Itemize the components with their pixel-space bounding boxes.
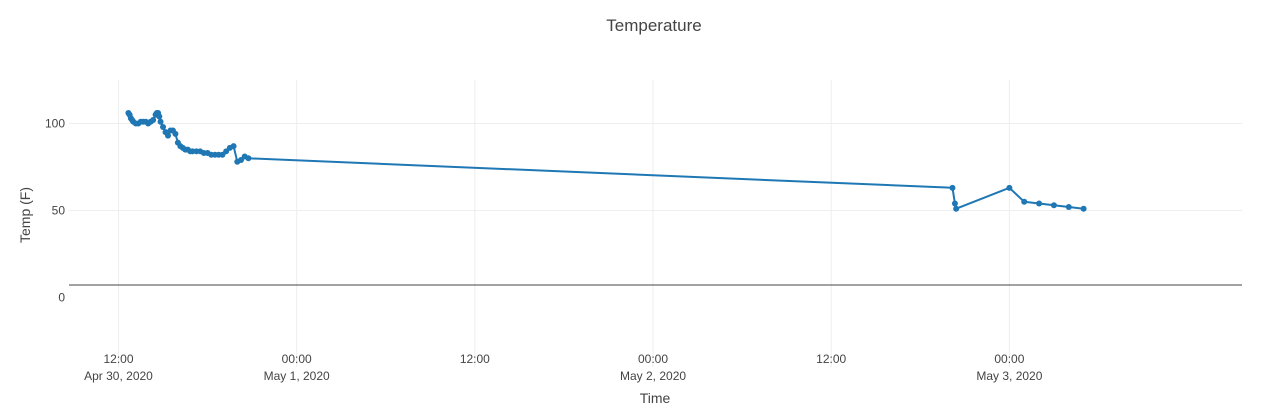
x-tick-label: 00:00 (994, 352, 1024, 366)
chart-title: Temperature (606, 16, 701, 35)
data-point (172, 130, 179, 137)
x-tick-label: 12:00 (460, 352, 490, 366)
y-axis-ticks: 0 50 100 (45, 116, 65, 304)
temperature-series (125, 110, 1087, 212)
y-tick-label: 0 (58, 290, 65, 304)
data-point (245, 155, 252, 162)
x-axis-title: Time (640, 390, 671, 406)
data-point (1065, 203, 1072, 210)
data-point (157, 118, 164, 125)
x-tick-label: 00:00 (638, 352, 668, 366)
gridlines (69, 80, 1242, 367)
data-point (953, 205, 960, 212)
x-tick-label: 00:00 (282, 352, 312, 366)
data-point (160, 123, 167, 130)
data-point (951, 200, 958, 207)
data-point (164, 132, 171, 139)
data-point (156, 113, 163, 120)
x-tick-label: 12:00 (103, 352, 133, 366)
series-line (127, 112, 1084, 210)
x-tick-date-label: Apr 30, 2020 (84, 369, 153, 383)
x-tick-date-label: May 1, 2020 (264, 369, 330, 383)
data-point (1050, 202, 1057, 209)
data-point (949, 184, 956, 191)
data-point (150, 117, 157, 124)
y-tick-label: 100 (45, 116, 65, 130)
data-point (230, 143, 237, 150)
data-point (1080, 205, 1087, 212)
data-point (1006, 184, 1013, 191)
x-tick-date-label: May 2, 2020 (620, 369, 686, 383)
data-point (1021, 198, 1028, 205)
data-point (1036, 200, 1043, 207)
x-tick-label: 12:00 (816, 352, 846, 366)
x-tick-date-label: May 3, 2020 (976, 369, 1042, 383)
y-tick-label: 50 (52, 203, 66, 217)
y-axis-title: Temp (F) (17, 187, 33, 243)
x-axis-ticks: 12:00 Apr 30, 2020 00:00 May 1, 2020 12:00 00… (84, 352, 1043, 383)
